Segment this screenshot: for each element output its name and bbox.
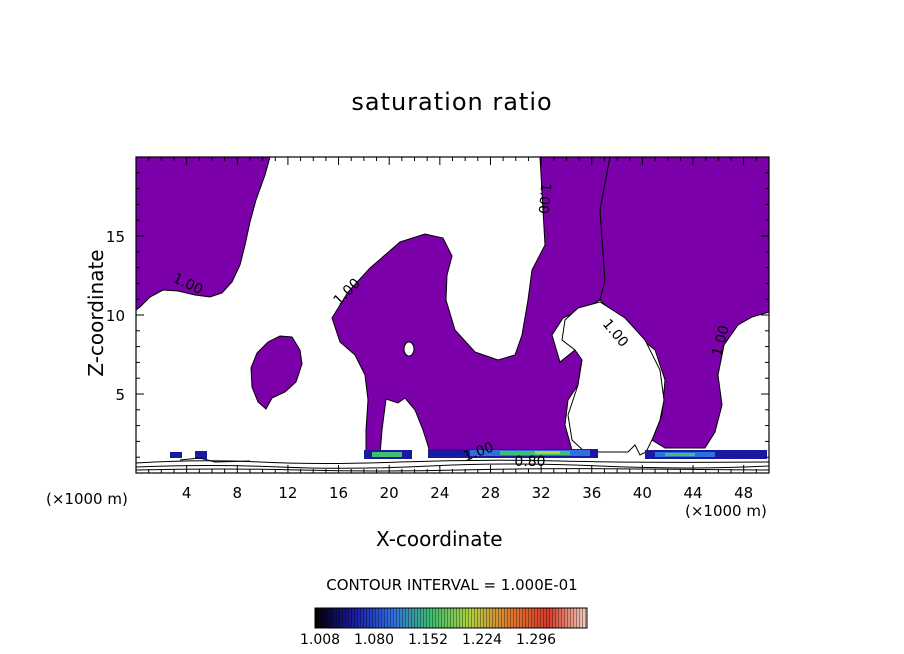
x-tick-label: 20 (380, 484, 399, 502)
x-tick-label: 4 (182, 484, 192, 502)
x-tick-label: 44 (683, 484, 702, 502)
y-tick-label: 15 (106, 228, 125, 246)
x-tick-label: 48 (734, 484, 753, 502)
x-tick-label: 24 (430, 484, 449, 502)
region-top-left (136, 157, 271, 311)
colorbar-tick-label: 1.296 (516, 632, 557, 648)
colorbar-tick-label: 1.080 (354, 632, 395, 648)
contour-label: 1.00 (709, 324, 733, 358)
colorbar-tick-label: 1.008 (300, 632, 341, 648)
chart-title: saturation ratio (351, 88, 553, 116)
contour-label: 0.80 (514, 454, 545, 470)
x-tick-label: 16 (329, 484, 348, 502)
x-tick-label: 32 (532, 484, 551, 502)
x-tick-label: 8 (233, 484, 243, 502)
region-blob-left (250, 335, 303, 410)
x-tick-label: 36 (582, 484, 601, 502)
region-right-inlet (561, 301, 665, 456)
region-center (331, 157, 611, 458)
x-tick-label: 40 (633, 484, 652, 502)
x-unit-label-left: (×1000 m) (46, 490, 128, 508)
x-unit-label-right: (×1000 m) (685, 502, 767, 520)
y-axis-label: Z-coordinate (84, 249, 108, 377)
saturation-fields (136, 157, 769, 472)
x-tick-label: 12 (278, 484, 297, 502)
contour-interval-text: CONTOUR INTERVAL = 1.000E-01 (326, 576, 578, 594)
axis-ticks (136, 157, 769, 473)
colorbar (314, 607, 588, 629)
x-tick-label: 28 (481, 484, 500, 502)
x-axis-label: X-coordinate (376, 527, 503, 551)
colorbar-tick-label: 1.224 (462, 632, 503, 648)
y-tick-label: 10 (106, 307, 125, 325)
surface-color-bands (170, 449, 767, 459)
colorbar-tick-label: 1.152 (408, 632, 449, 648)
contour-label: 1.00 (535, 182, 554, 214)
y-tick-label: 5 (115, 386, 125, 404)
